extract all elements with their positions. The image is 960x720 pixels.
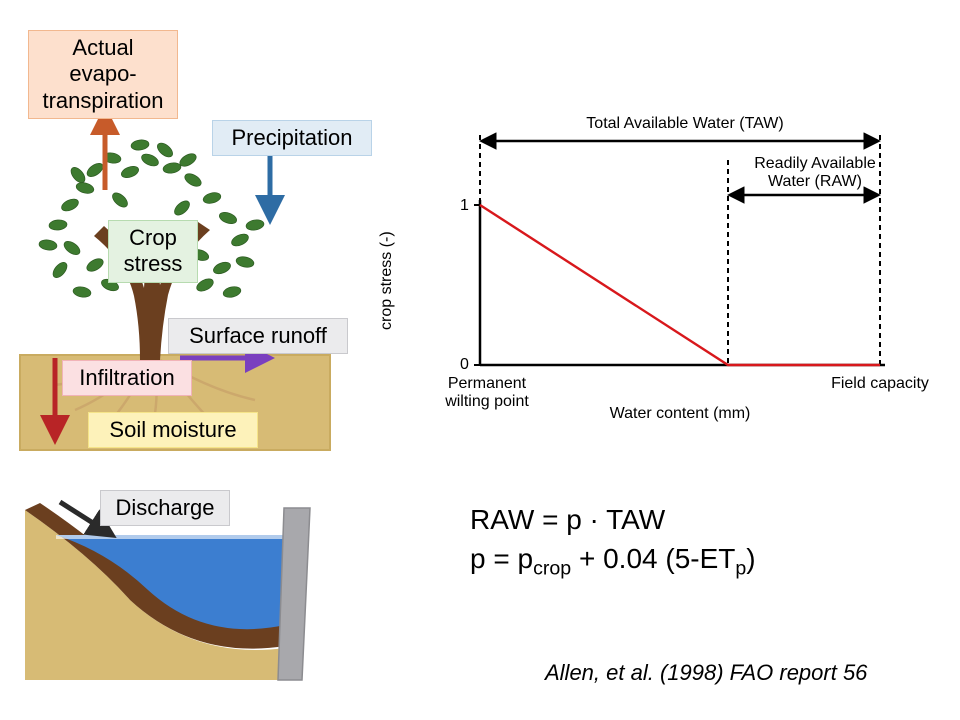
equation-block: RAW = p · TAW p = pcrop + 0.04 (5-ETp) [470, 500, 756, 583]
chart-xlab-right: Field capacity [820, 375, 940, 393]
chart-ytick-0: 0 [460, 356, 469, 374]
label-crop-stress: Crop stress [108, 220, 198, 283]
chart-xlabel: Water content (mm) [590, 405, 770, 423]
arrow-discharge [60, 502, 104, 530]
chart-taw-label: Total Available Water (TAW) [560, 115, 810, 133]
label-evapo: Actual evapo- transpiration [28, 30, 178, 119]
label-infiltration: Infiltration [62, 360, 192, 396]
label-runoff: Surface runoff [168, 318, 348, 354]
chart-raw-label: Readily Available Water (RAW) [735, 155, 895, 192]
eq-line1: RAW = p · TAW [470, 504, 665, 535]
eq-sub-crop: crop [533, 558, 571, 580]
label-discharge: Discharge [100, 490, 230, 526]
label-precip: Precipitation [212, 120, 372, 156]
eq-line2-a: p = p [470, 543, 533, 574]
eq-sub-p: p [735, 558, 746, 580]
eq-line2-b: + 0.04 (5-ET [571, 543, 735, 574]
citation: Allen, et al. (1998) FAO report 56 [545, 660, 867, 686]
chart-ylabel: crop stress (-) [378, 231, 396, 330]
chart-xlab-left: Permanent wilting point [432, 375, 542, 412]
label-soil-moisture: Soil moisture [88, 412, 258, 448]
eq-line2-c: ) [746, 543, 755, 574]
chart-ytick-1: 1 [460, 197, 469, 215]
